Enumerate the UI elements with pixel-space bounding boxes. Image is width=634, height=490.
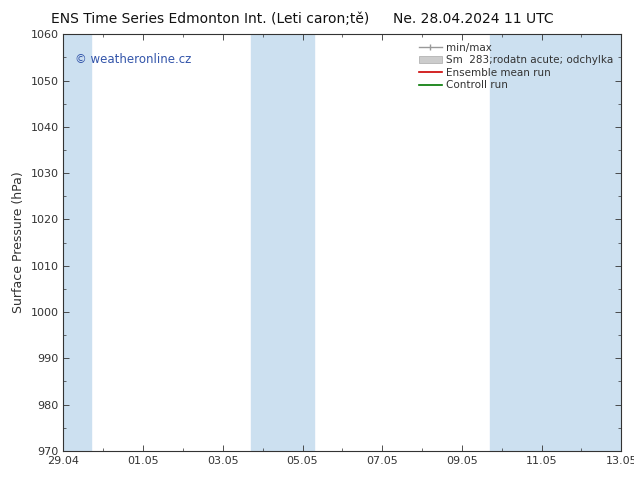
Legend: min/max, Sm  283;rodatn acute; odchylka, Ensemble mean run, Controll run: min/max, Sm 283;rodatn acute; odchylka, … (415, 40, 616, 94)
Y-axis label: Surface Pressure (hPa): Surface Pressure (hPa) (12, 172, 25, 314)
Bar (250, 34, 314, 451)
Text: © weatheronline.cz: © weatheronline.cz (75, 53, 191, 66)
Bar (490, 34, 625, 451)
Bar (60, 34, 91, 451)
Text: ENS Time Series Edmonton Int. (Leti caron;tě): ENS Time Series Edmonton Int. (Leti caro… (51, 12, 369, 26)
Text: Ne. 28.04.2024 11 UTC: Ne. 28.04.2024 11 UTC (393, 12, 553, 26)
